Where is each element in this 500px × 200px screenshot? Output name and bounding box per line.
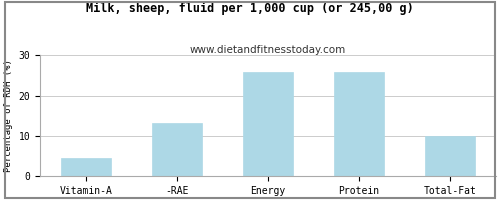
Y-axis label: Percentage of RDH (%): Percentage of RDH (%): [4, 59, 13, 172]
Bar: [425, 136, 475, 176]
Bar: [61, 158, 111, 176]
Bar: [334, 72, 384, 176]
Title: www.dietandfitnesstoday.com: www.dietandfitnesstoday.com: [190, 45, 346, 55]
Bar: [243, 72, 293, 176]
Text: Milk, sheep, fluid per 1,000 cup (or 245,00 g): Milk, sheep, fluid per 1,000 cup (or 245…: [86, 2, 414, 15]
Bar: [152, 123, 202, 176]
